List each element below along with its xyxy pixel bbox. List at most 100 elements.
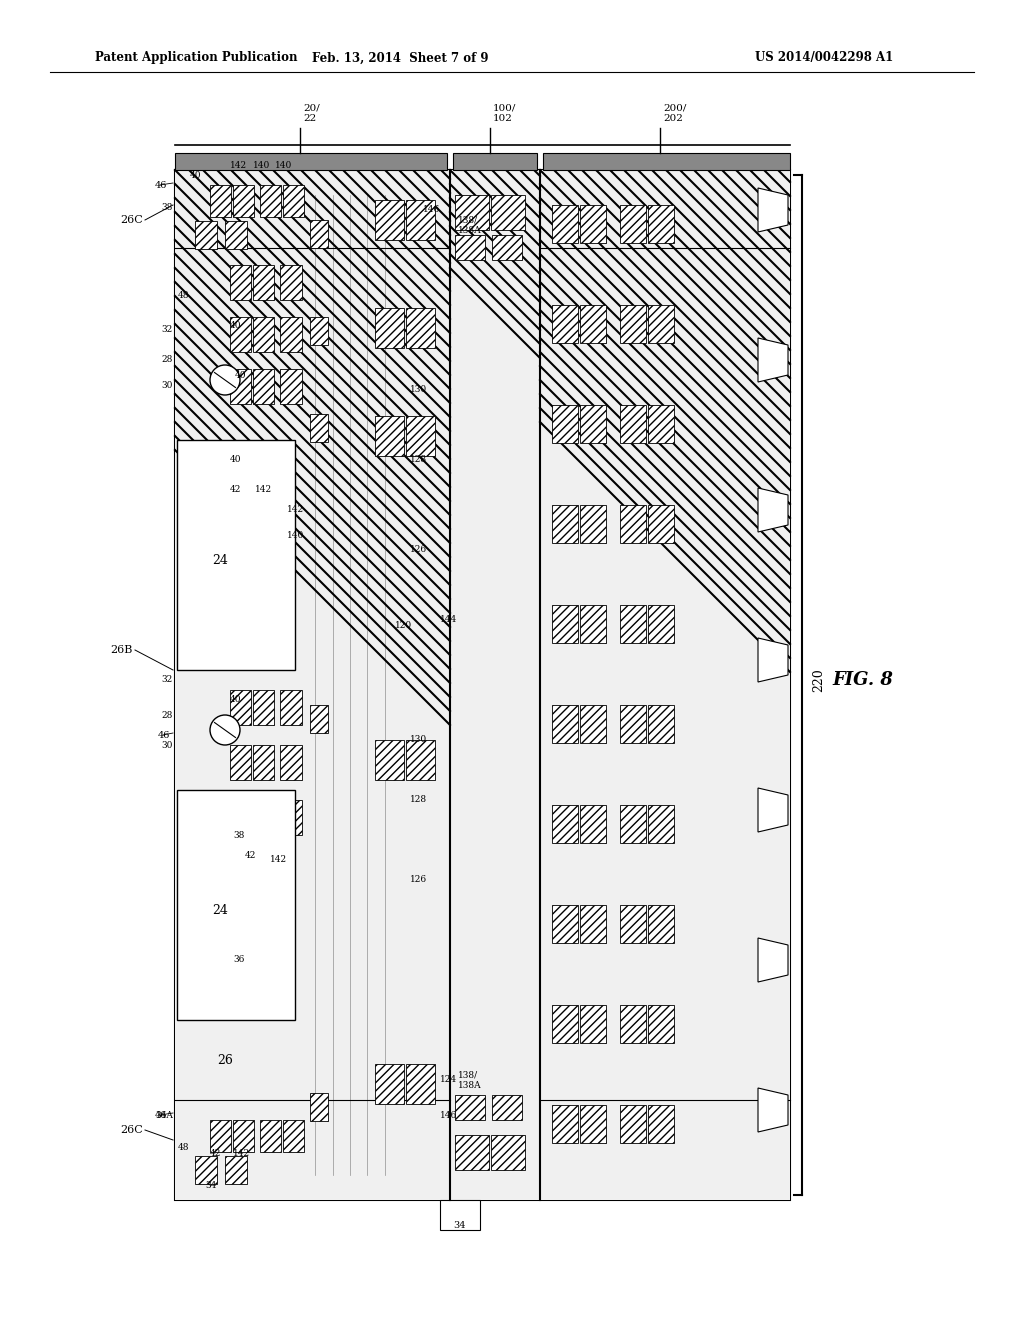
Bar — [552, 906, 578, 942]
Circle shape — [210, 715, 240, 744]
Bar — [175, 170, 450, 1200]
Bar — [648, 205, 674, 243]
Text: 30: 30 — [162, 380, 173, 389]
Bar — [310, 220, 328, 248]
Bar — [648, 805, 674, 843]
Bar — [233, 185, 254, 216]
Bar — [253, 800, 274, 836]
Polygon shape — [758, 187, 788, 232]
Bar — [225, 220, 247, 249]
Bar — [580, 205, 606, 243]
Bar — [648, 705, 674, 743]
Text: 24: 24 — [212, 903, 228, 916]
Text: 42: 42 — [230, 486, 242, 495]
Text: 24: 24 — [212, 553, 228, 566]
Bar — [406, 308, 435, 348]
Bar — [648, 405, 674, 444]
Bar — [260, 1119, 281, 1152]
Bar — [280, 690, 302, 725]
Bar — [552, 1105, 578, 1143]
Bar — [648, 605, 674, 643]
Bar — [310, 317, 328, 345]
Bar — [406, 201, 435, 240]
Bar — [280, 370, 302, 404]
Text: 126: 126 — [410, 545, 427, 554]
Bar — [620, 805, 646, 843]
Bar — [552, 1005, 578, 1043]
Text: 46: 46 — [158, 730, 170, 739]
Bar — [620, 1005, 646, 1043]
Bar — [233, 1119, 254, 1152]
Text: 142: 142 — [270, 855, 287, 865]
Bar — [580, 605, 606, 643]
Bar — [455, 1135, 489, 1170]
Bar — [280, 265, 302, 300]
Bar — [440, 1200, 480, 1230]
Bar — [253, 744, 274, 780]
Bar — [580, 805, 606, 843]
Bar — [450, 170, 540, 1200]
Text: 26: 26 — [217, 1053, 232, 1067]
Text: 40: 40 — [234, 371, 247, 380]
Bar — [552, 805, 578, 843]
Text: 40: 40 — [230, 696, 242, 705]
Bar — [490, 195, 525, 230]
Bar — [552, 506, 578, 543]
Bar — [455, 235, 485, 260]
Text: 30: 30 — [162, 741, 173, 750]
Polygon shape — [758, 1088, 788, 1133]
Bar — [230, 800, 251, 836]
Text: 142: 142 — [233, 1148, 250, 1158]
Text: 40: 40 — [230, 455, 242, 465]
Text: 142: 142 — [255, 486, 272, 495]
Bar — [580, 705, 606, 743]
Bar — [580, 405, 606, 444]
Bar — [230, 744, 251, 780]
Text: 26C: 26C — [120, 1125, 143, 1135]
Bar — [175, 170, 790, 1200]
Text: 38: 38 — [233, 830, 245, 840]
Bar — [453, 153, 537, 170]
Text: 48: 48 — [178, 1143, 189, 1152]
Text: 40: 40 — [190, 170, 202, 180]
Bar — [552, 205, 578, 243]
Bar — [648, 305, 674, 343]
Text: 140: 140 — [287, 531, 304, 540]
Bar — [230, 317, 251, 352]
Bar — [580, 1005, 606, 1043]
Bar — [552, 605, 578, 643]
Bar — [175, 153, 447, 170]
Text: 26B: 26B — [111, 645, 133, 655]
Bar — [492, 1096, 522, 1119]
Text: Patent Application Publication: Patent Application Publication — [95, 51, 298, 65]
Bar — [492, 235, 522, 260]
Bar — [375, 308, 404, 348]
Text: 36: 36 — [233, 956, 245, 965]
Bar — [406, 741, 435, 780]
Bar — [552, 705, 578, 743]
Text: 28: 28 — [162, 355, 173, 364]
Bar — [455, 195, 489, 230]
Bar — [580, 1105, 606, 1143]
Polygon shape — [758, 638, 788, 682]
Bar — [175, 170, 790, 1200]
Text: 142: 142 — [230, 161, 247, 169]
Bar — [283, 1119, 304, 1152]
Text: 140: 140 — [253, 161, 270, 169]
Bar — [552, 405, 578, 444]
Polygon shape — [758, 788, 788, 832]
Bar — [455, 1096, 485, 1119]
Bar — [375, 741, 404, 780]
Bar — [620, 506, 646, 543]
Bar — [490, 1135, 525, 1170]
Text: 130: 130 — [410, 735, 427, 744]
Text: 38: 38 — [162, 203, 173, 213]
Text: 120: 120 — [395, 620, 412, 630]
Bar — [375, 1064, 404, 1104]
Bar — [230, 690, 251, 725]
Bar — [648, 506, 674, 543]
Polygon shape — [758, 939, 788, 982]
Bar — [253, 690, 274, 725]
Bar — [620, 405, 646, 444]
Text: 42: 42 — [245, 850, 256, 859]
